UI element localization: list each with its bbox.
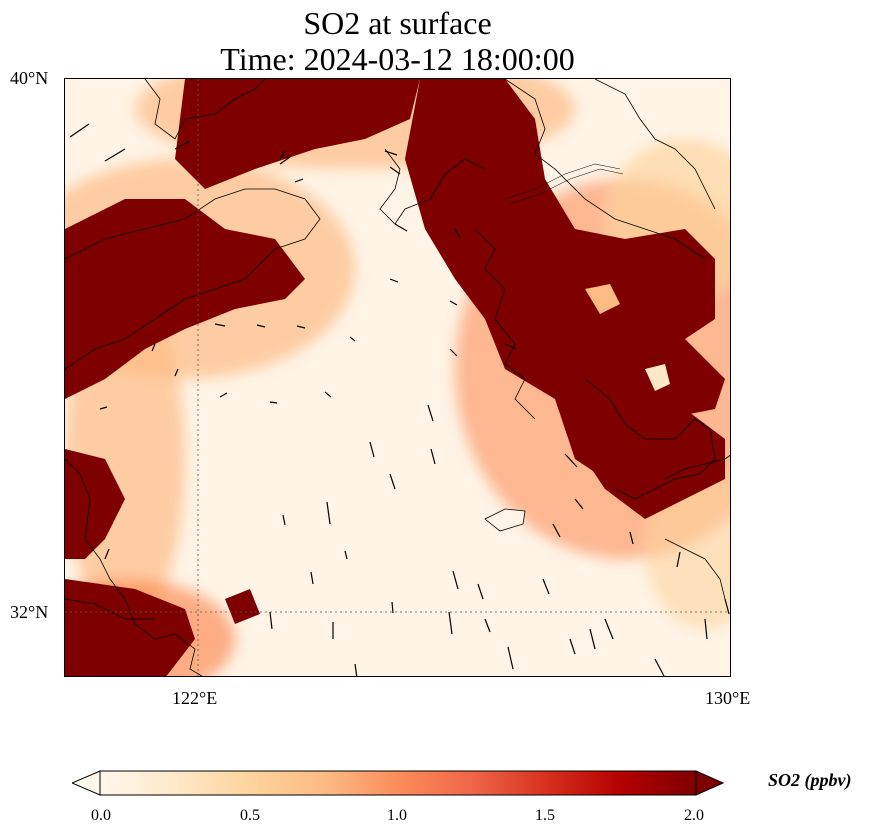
graticule: [65, 79, 730, 676]
lon-label-122: 122°E: [172, 688, 218, 708]
colorbar-low-extend: [72, 770, 101, 796]
colorbar-tick-2: 2.0: [684, 807, 704, 824]
so2-field: [65, 79, 730, 676]
wind-vectors: [69, 123, 730, 676]
colorbar-label: SO2 (ppbv): [768, 770, 852, 790]
lat-label-32: 32°N: [10, 602, 49, 622]
colorbar-tick-1: 1.0: [387, 807, 407, 824]
map-subtitle-time: Time: 2024-03-12 18:00:00: [220, 41, 575, 77]
lon-label-130: 130°E: [705, 688, 751, 708]
so2-gap-patches: [585, 284, 670, 391]
lat-label-40: 40°N: [10, 68, 49, 88]
borders: [504, 163, 624, 205]
colorbar-tick-0: 0.0: [91, 807, 111, 824]
colorbar-tick-0-5: 0.5: [240, 807, 260, 824]
colorbar-high-extend: [695, 770, 724, 796]
map-plot-area[interactable]: [64, 78, 731, 677]
colorbar-tick-1-5: 1.5: [535, 807, 555, 824]
map-title: SO2 at surface: [303, 5, 492, 41]
coastlines: [65, 79, 730, 676]
colorbar: [72, 770, 724, 796]
colorbar-gradient: [99, 770, 697, 796]
